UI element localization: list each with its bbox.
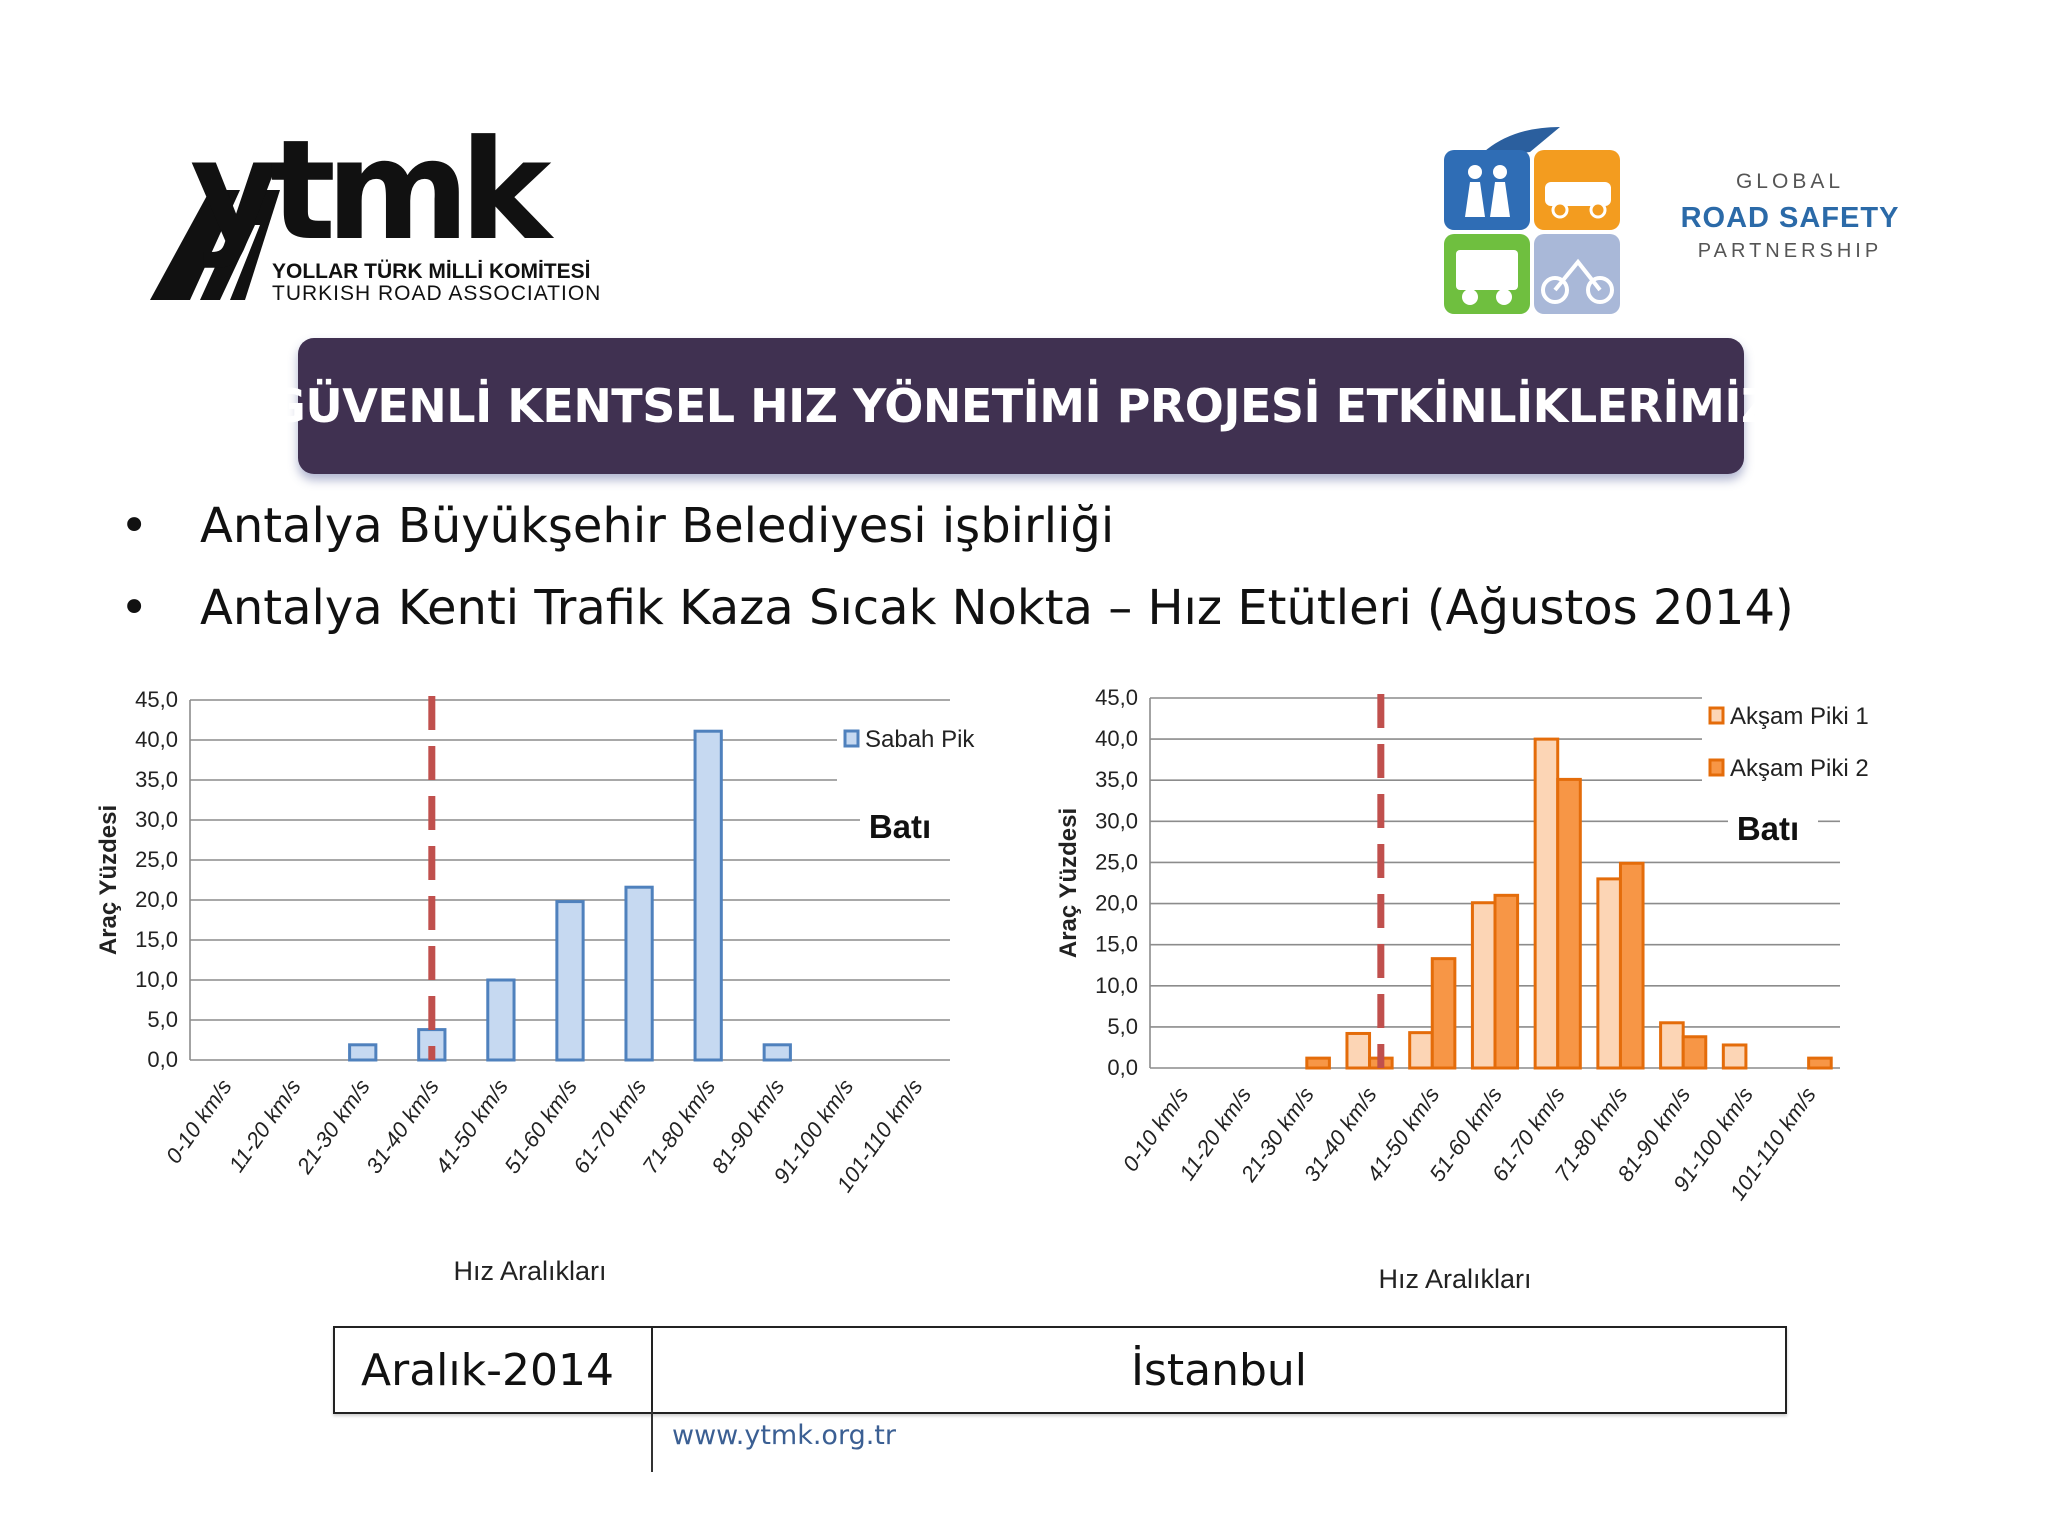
bullet-item: • Antalya Kenti Trafik Kaza Sıcak Nokta –…: [120, 580, 1794, 636]
title-banner: GÜVENLİ KENTSEL HIZ YÖNETİMİ PROJESİ ETK…: [268, 338, 1774, 474]
bar: [1493, 893, 1520, 1070]
y-tick-label: 5,0: [1107, 1014, 1138, 1039]
bar: [762, 1043, 792, 1062]
y-tick-label: 15,0: [1095, 932, 1138, 957]
bar: [348, 1043, 378, 1062]
y-tick-label: 30,0: [135, 807, 178, 832]
y-tick-label: 30,0: [1095, 808, 1138, 833]
chart-aksam-piki: 0,0 5,0 10,0 15,0 20,0 25,0 30,0 35,0 40,0 45,0 Ak…: [1055, 685, 1869, 1294]
legend-swatch: [1708, 758, 1725, 777]
y-tick-label: 45,0: [135, 687, 178, 712]
y-axis-title: Araç Yüzdesi: [95, 805, 122, 955]
bullet-text: Antalya Kenti Trafik Kaza Sıcak Nokta – …: [200, 580, 1794, 636]
bar: [1533, 737, 1560, 1070]
bar: [1721, 1043, 1748, 1070]
legend-label: Sabah Pik: [865, 726, 975, 753]
ytmk-name-en: TURKISH ROAD ASSOCIATION: [272, 282, 602, 305]
bar: [693, 729, 723, 1062]
bullet-dot-icon: •: [120, 580, 149, 636]
chart-sabah-pik: 0,0 5,0 10,0 15,0 20,0 25,0 30,0 35,0 40,0 45,0 Sa…: [95, 687, 980, 1286]
bar: [1596, 877, 1622, 1070]
direction-label: Batı: [1737, 810, 1799, 847]
y-tick-label: 15,0: [135, 927, 178, 952]
legend-label: Akşam Piki 1: [1730, 703, 1869, 730]
bullet-text: Antalya Büyükşehir Belediyesi işbirliği: [200, 498, 1115, 554]
ytmk-wordmark: ytmk: [190, 110, 551, 271]
grsp-logo: GLOBAL ROAD SAFETY PARTNERSHIP: [1430, 122, 1990, 322]
bar: [555, 900, 585, 1062]
grsp-line-partnership: PARTNERSHIP: [1697, 240, 1883, 262]
legend-background: [837, 719, 980, 781]
y-tick-label: 0,0: [1107, 1055, 1138, 1080]
legend-swatch: [843, 729, 860, 748]
footer-city: İstanbul: [1130, 1344, 1308, 1396]
bar: [1430, 957, 1457, 1070]
y-tick-label: 0,0: [147, 1047, 178, 1072]
road-icon: [150, 190, 280, 300]
grsp-emblem-icon: [1444, 127, 1620, 314]
direction-label-background: [860, 804, 950, 852]
direction-label: Batı: [869, 808, 931, 845]
y-tick-label: 25,0: [135, 847, 178, 872]
bullet-dot-icon: •: [120, 498, 149, 554]
bar: [1305, 1056, 1331, 1070]
bar: [1807, 1056, 1833, 1070]
bar: [1345, 1031, 1372, 1070]
page-title: GÜVENLİ KENTSEL HIZ YÖNETİMİ PROJESİ ETK…: [268, 379, 1774, 433]
y-axis-title: Araç Yüzdesi: [1055, 808, 1082, 958]
bar: [1681, 1035, 1708, 1070]
legend-swatch: [1708, 706, 1725, 725]
bar: [1618, 861, 1645, 1070]
footer-divider: [651, 1410, 653, 1472]
legend-background: [1702, 696, 1852, 810]
bar: [1470, 901, 1497, 1070]
y-tick-label: 10,0: [135, 967, 178, 992]
footer-table: Aralık-2014 İstanbul: [333, 1326, 1787, 1414]
x-axis-title: Hız Aralıkları: [1378, 1264, 1531, 1294]
bar: [1408, 1031, 1434, 1070]
bar: [1659, 1021, 1685, 1070]
y-tick-label: 20,0: [1095, 891, 1138, 916]
y-tick-label: 25,0: [1095, 849, 1138, 874]
y-tick-label: 5,0: [147, 1007, 178, 1032]
ytmk-name-tr: YOLLAR TÜRK MİLLİ KOMİTESİ: [272, 260, 591, 283]
y-tick-label: 45,0: [1095, 685, 1138, 710]
bar: [624, 885, 654, 1062]
y-tick-label: 40,0: [1095, 726, 1138, 751]
footer-url-link[interactable]: www.ytmk.org.tr: [672, 1420, 896, 1451]
y-tick-label: 10,0: [1095, 973, 1138, 998]
y-tick-label: 35,0: [1095, 767, 1138, 792]
y-tick-label: 40,0: [135, 727, 178, 752]
bar: [486, 978, 516, 1062]
grsp-line-global: GLOBAL: [1735, 170, 1845, 193]
legend-label: Akşam Piki 2: [1730, 755, 1869, 782]
x-tick-label: 0-10 km/s: [161, 1075, 237, 1168]
y-tick-label: 35,0: [135, 767, 178, 792]
bullet-item: • Antalya Büyükşehir Belediyesi işbirliği: [120, 498, 1114, 554]
ytmk-logo: ytmk YOLLAR TÜRK MİLLİ KOMİTESİ TURKISH …: [150, 110, 630, 310]
y-tick-label: 20,0: [135, 887, 178, 912]
footer-date: Aralık-2014: [335, 1328, 653, 1412]
grsp-line-road-safety: ROAD SAFETY: [1680, 202, 1900, 234]
x-axis-title: Hız Aralıkları: [453, 1256, 606, 1286]
bar: [1556, 777, 1582, 1070]
direction-label-background: [1728, 806, 1818, 854]
